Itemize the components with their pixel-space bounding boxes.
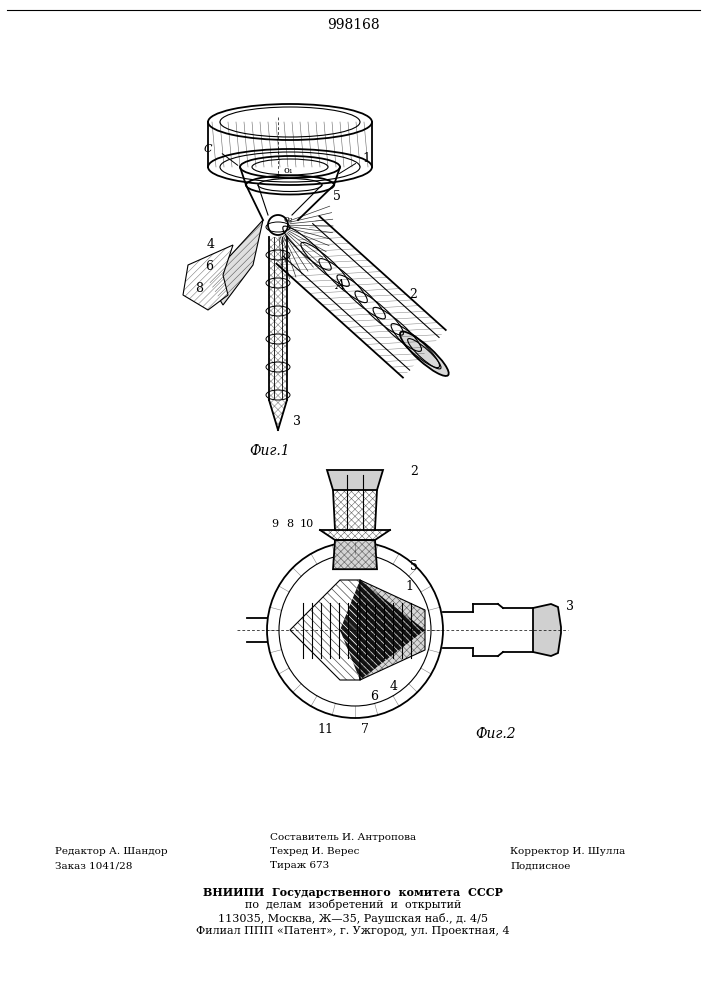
Text: 3: 3 [293,415,301,428]
Polygon shape [340,580,425,680]
Text: Заказ 1041/28: Заказ 1041/28 [55,861,132,870]
Text: Филиал ППП «Патент», г. Ужгород, ул. Проектная, 4: Филиал ППП «Патент», г. Ужгород, ул. Про… [196,926,510,936]
Text: Редактор А. Шандор: Редактор А. Шандор [55,848,168,856]
Polygon shape [333,540,377,569]
Text: Фиг.2: Фиг.2 [475,727,515,741]
Polygon shape [327,470,383,490]
Text: C: C [204,144,212,154]
Text: 8: 8 [195,282,203,295]
Text: 2: 2 [410,465,418,478]
Ellipse shape [400,332,449,376]
Text: Техред И. Верес: Техред И. Верес [270,848,359,856]
Text: Составитель И. Антропова: Составитель И. Антропова [270,834,416,842]
Text: 113035, Москва, Ж—35, Раушская наб., д. 4/5: 113035, Москва, Ж—35, Раушская наб., д. … [218,912,488,924]
Text: 9: 9 [271,519,279,529]
Text: 998168: 998168 [327,18,380,32]
Text: Фиг.1: Фиг.1 [250,444,291,458]
Polygon shape [360,580,425,680]
Polygon shape [183,245,233,310]
Text: ВНИИПИ  Государственного  комитета  СССР: ВНИИПИ Государственного комитета СССР [203,886,503,898]
Text: 3: 3 [566,600,574,613]
Polygon shape [208,220,263,305]
Text: по  делам  изобретений  и  открытий: по делам изобретений и открытий [245,900,461,910]
Ellipse shape [279,554,431,706]
Text: 7: 7 [361,723,369,736]
Circle shape [268,215,288,235]
Text: 1: 1 [405,580,413,593]
Text: 10: 10 [300,519,314,529]
Text: A: A [337,279,346,292]
Polygon shape [290,580,360,680]
Text: 6: 6 [205,260,213,273]
Text: 11: 11 [317,723,333,736]
Text: Корректор И. Шулла: Корректор И. Шулла [510,848,625,856]
Text: 5: 5 [333,190,341,203]
Text: 8: 8 [286,519,293,529]
Polygon shape [533,604,561,656]
Text: o₂: o₂ [283,215,293,224]
Text: 4: 4 [390,680,398,693]
Text: 1: 1 [362,152,370,165]
Text: 5: 5 [410,560,418,573]
Text: 6: 6 [370,690,378,703]
Ellipse shape [267,542,443,718]
Text: Тираж 673: Тираж 673 [270,861,329,870]
Text: Подписное: Подписное [510,861,571,870]
Text: 2: 2 [409,288,416,301]
Text: o₁: o₁ [283,166,293,175]
Text: 4: 4 [207,238,215,251]
